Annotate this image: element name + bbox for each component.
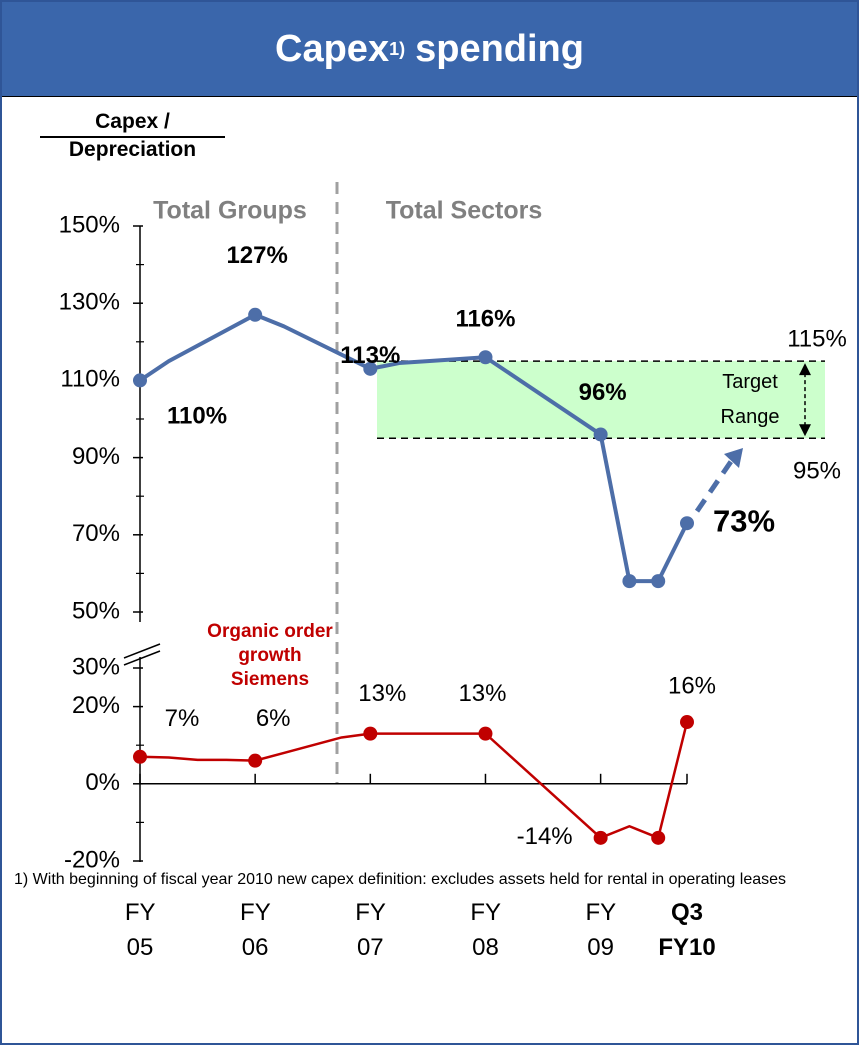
point <box>680 715 694 730</box>
point <box>478 726 493 741</box>
target-label: 115% <box>787 325 847 352</box>
point <box>680 516 694 531</box>
value-label: 7% <box>165 705 200 732</box>
trend-arrow <box>694 458 735 513</box>
value-label: 116% <box>455 306 515 333</box>
value-label: -14% <box>517 823 573 850</box>
point <box>133 749 147 764</box>
value-label: 6% <box>256 705 291 732</box>
annotation: Total Sectors <box>386 197 543 225</box>
title-note: 1) <box>389 38 406 59</box>
value-label: 16% <box>668 672 716 699</box>
x-tick-label: FY 09 <box>585 899 617 961</box>
y-axis-title: Capex / Depreciation <box>40 110 225 162</box>
point <box>651 830 666 845</box>
x-tick-label: Q3 FY10 <box>658 899 716 961</box>
footnote: 1) With beginning of fiscal year 2010 ne… <box>14 871 787 888</box>
point <box>248 307 263 322</box>
axis-break <box>123 650 161 666</box>
point <box>248 753 263 768</box>
series-line <box>139 721 689 840</box>
point <box>478 350 493 365</box>
x-tick-label: FY 05 <box>124 899 156 961</box>
y-tick-label: 110% <box>60 366 120 393</box>
title-suffix: spending <box>415 27 584 70</box>
y-tick-label: -20% <box>64 846 120 873</box>
value-label: 13% <box>458 680 506 707</box>
point <box>651 574 666 589</box>
arrow-head <box>799 363 811 376</box>
x-tick-label: FY 07 <box>355 899 386 961</box>
y-tick-label: 150% <box>59 211 120 238</box>
point <box>593 427 608 442</box>
point <box>133 373 147 388</box>
value-label: 96% <box>579 379 627 406</box>
arrow-head <box>799 424 811 437</box>
target-band <box>377 361 825 439</box>
annotation: Organic order growth Siemens <box>207 621 333 690</box>
y-axis-title-top: Capex / <box>40 110 225 138</box>
target-name: Target Range <box>720 371 780 429</box>
y-axis-title-bottom: Depreciation <box>68 138 197 161</box>
y-tick-label: 70% <box>72 520 120 547</box>
value-label: 73% <box>713 503 775 538</box>
series-line <box>138 312 689 584</box>
value-label: 113% <box>340 342 400 369</box>
value-label: 110% <box>167 403 227 430</box>
target-label: 95% <box>793 458 841 485</box>
axis-break <box>123 643 161 659</box>
trend-arrow-head <box>724 448 743 468</box>
point <box>622 574 637 589</box>
title: Capex <box>275 27 390 70</box>
x-tick-label: FY 06 <box>240 899 271 961</box>
point <box>593 830 608 845</box>
y-tick-label: 30% <box>72 653 120 680</box>
y-tick-label: 20% <box>72 692 120 719</box>
value-label: 13% <box>358 680 406 707</box>
annotation: Total Groups <box>153 197 307 225</box>
point <box>363 726 378 741</box>
header: Capex 1) spending <box>2 2 857 97</box>
x-tick-label: FY 08 <box>470 899 502 961</box>
value-label: 127% <box>226 242 287 269</box>
y-tick-label: 130% <box>59 289 120 316</box>
y-tick-label: 0% <box>85 769 120 796</box>
y-tick-label: 50% <box>72 597 120 624</box>
y-tick-label: 90% <box>72 443 120 470</box>
point <box>363 361 378 376</box>
